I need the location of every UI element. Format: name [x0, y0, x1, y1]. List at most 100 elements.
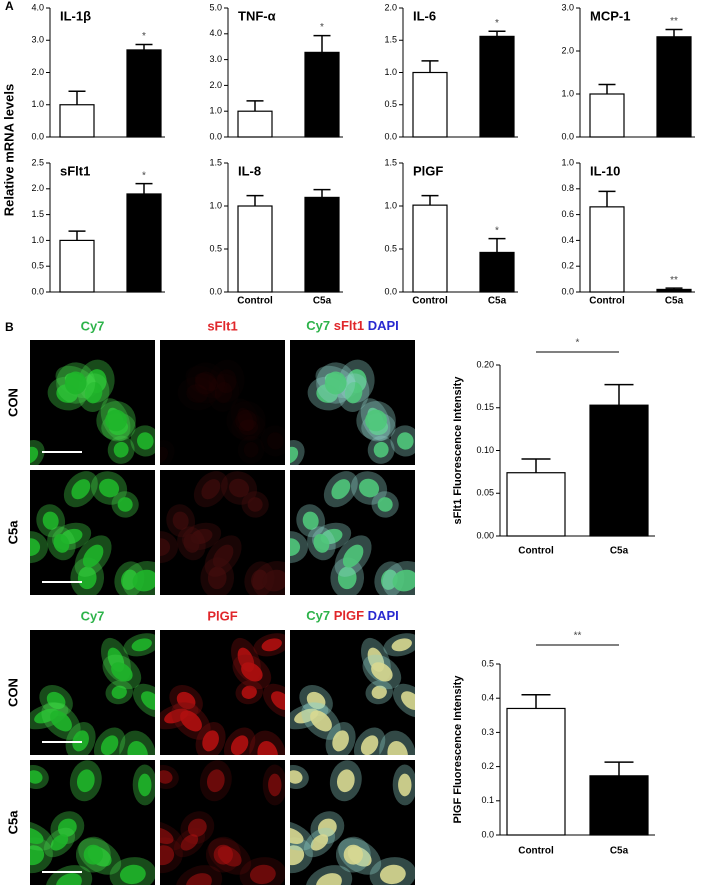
nucleus [76, 769, 95, 793]
y-tick-label: 0.5 [31, 261, 44, 271]
bar [479, 251, 515, 293]
y-tick-label: 0.0 [384, 131, 397, 141]
y-tick-label: 0.05 [476, 488, 494, 498]
bar [506, 707, 566, 836]
nucleus [241, 685, 257, 699]
nucleus [290, 446, 299, 464]
y-tick-label: 2.0 [209, 80, 222, 90]
nucleus [160, 770, 173, 784]
x-tick-label: C5a [665, 296, 684, 307]
nucleus [160, 446, 169, 464]
nucleus [141, 691, 155, 711]
nucleus [268, 773, 282, 797]
nucleus [344, 381, 363, 404]
y-tick-label: 0.0 [561, 286, 574, 296]
nucleus [176, 691, 196, 710]
column-header: Cy7 [81, 608, 105, 623]
nucleus [186, 384, 209, 403]
y-axis-label: Relative mRNA levels [1, 84, 16, 216]
column-header: sFlt1 [207, 318, 237, 333]
significance: ** [574, 631, 582, 642]
nucleus [160, 827, 174, 844]
y-tick-label: 1.0 [561, 88, 574, 98]
nucleus [138, 773, 152, 797]
nucleus [30, 827, 44, 844]
nucleus [64, 371, 87, 395]
nucleus [241, 662, 263, 682]
nucleus [247, 497, 263, 512]
y-tick-label: 1.5 [384, 35, 397, 45]
y-tick-label: 3.0 [209, 54, 222, 64]
bar [589, 93, 625, 138]
x-tick-label: Control [518, 846, 554, 857]
micrograph [160, 760, 285, 885]
chart-title: IL-6 [413, 8, 436, 23]
chart-title: IL-1β [60, 8, 91, 23]
cell [208, 359, 245, 403]
nucleus [267, 432, 284, 450]
nucleus [194, 372, 219, 391]
panel-label: B [5, 320, 14, 334]
nucleus [290, 770, 303, 784]
significance: * [495, 18, 499, 29]
nucleus [127, 741, 148, 755]
nucleus [262, 569, 285, 592]
y-tick-label: 4.0 [209, 28, 222, 38]
nucleus [313, 533, 330, 553]
y-tick-label: 2.0 [561, 45, 574, 55]
bar [506, 472, 566, 537]
cells [290, 359, 415, 465]
nucleus [290, 845, 305, 866]
nucleus [316, 873, 342, 885]
nucleus [379, 864, 406, 885]
bar [304, 51, 340, 138]
y-tick-label: 0.0 [384, 286, 397, 296]
bar [59, 239, 95, 293]
nucleus [310, 834, 329, 851]
nucleus [387, 741, 408, 755]
y-tick-label: 0.5 [209, 243, 222, 253]
nucleus [237, 407, 254, 432]
nucleus [391, 638, 412, 652]
column-header: Cy7 [81, 318, 105, 333]
nucleus [332, 730, 349, 752]
y-tick-label: 1.0 [209, 200, 222, 210]
cells [290, 471, 415, 595]
cells [160, 359, 285, 465]
nucleus [30, 845, 45, 866]
cells [160, 471, 285, 595]
significance: * [320, 22, 324, 33]
y-axis-label: PlGF Fluorescence Intensity [452, 675, 464, 824]
nucleus [56, 873, 82, 885]
nucleus [132, 569, 155, 592]
micrograph [160, 340, 285, 465]
micrograph [290, 470, 415, 595]
cells [290, 760, 415, 885]
nucleus [42, 511, 59, 530]
bar [589, 404, 649, 537]
bar [237, 205, 273, 293]
nucleus [306, 691, 326, 710]
nucleus [358, 478, 380, 498]
panel-label: A [5, 0, 14, 13]
micrograph-bg [160, 340, 285, 465]
nucleus [201, 479, 221, 500]
y-tick-label: 0.8 [561, 183, 574, 193]
y-tick-label: 0.0 [31, 131, 44, 141]
significance: ** [670, 275, 678, 286]
bar [304, 196, 340, 293]
nucleus [111, 685, 127, 699]
nucleus [261, 638, 282, 652]
y-tick-label: 0.5 [481, 658, 494, 668]
y-tick-label: 0.4 [481, 693, 494, 703]
nucleus [50, 710, 72, 732]
cells [30, 633, 155, 755]
chart-title: TNF-α [238, 8, 276, 23]
nucleus [206, 769, 225, 793]
nucleus [119, 864, 146, 885]
nucleus [84, 381, 103, 404]
cell [226, 401, 266, 440]
micrograph [290, 340, 415, 465]
chart-title: MCP-1 [590, 8, 630, 23]
x-tick-label: Control [589, 296, 625, 307]
